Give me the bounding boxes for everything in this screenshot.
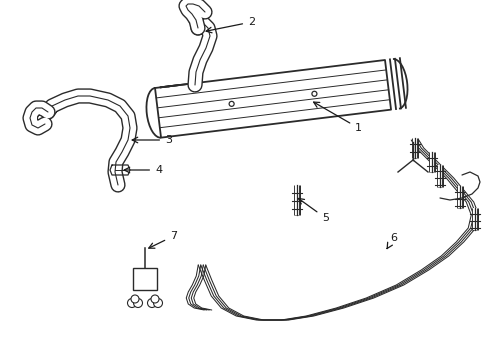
Circle shape bbox=[147, 298, 156, 307]
Text: 7: 7 bbox=[148, 231, 177, 248]
Circle shape bbox=[127, 298, 136, 307]
Text: 1: 1 bbox=[313, 102, 361, 133]
Circle shape bbox=[311, 91, 316, 96]
Circle shape bbox=[131, 295, 139, 303]
Text: 4: 4 bbox=[124, 165, 162, 175]
Circle shape bbox=[133, 298, 142, 307]
Text: 5: 5 bbox=[298, 198, 328, 223]
Text: 2: 2 bbox=[205, 17, 255, 33]
Text: 6: 6 bbox=[386, 233, 396, 249]
Circle shape bbox=[151, 295, 159, 303]
Text: 3: 3 bbox=[132, 135, 172, 145]
Circle shape bbox=[229, 102, 234, 106]
Bar bbox=[133, 268, 157, 290]
Circle shape bbox=[153, 298, 162, 307]
